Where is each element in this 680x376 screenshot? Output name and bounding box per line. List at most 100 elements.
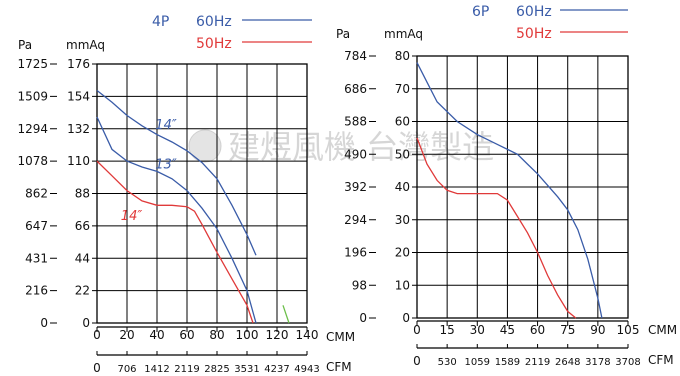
y-tick-label-pa: 588 <box>344 115 367 129</box>
x-tick-label-cfm: 0 <box>93 361 101 375</box>
y-tick-label-mmaq: 0 <box>402 311 410 325</box>
legend-4p: 4P 60Hz 50Hz <box>152 14 312 52</box>
x-tick-label-cfm: 3178 <box>585 357 610 368</box>
mmaq-unit: mmAq <box>66 38 105 52</box>
x-tick-label-cmm: 40 <box>149 328 164 342</box>
y-tick-label-mmaq: 44 <box>75 251 90 265</box>
y-tick-label-pa: 1294 <box>17 122 48 136</box>
y-tick-label-pa: 784 <box>344 49 367 63</box>
cfm-unit: CFM <box>648 353 674 367</box>
legend-4p-label: 4P <box>152 14 169 30</box>
y-tick-label-mmaq: 22 <box>75 284 90 298</box>
series-line <box>96 160 254 324</box>
x-tick-label-cfm: 4237 <box>264 364 289 375</box>
x-tick-label-cfm: 1059 <box>465 357 490 368</box>
cmm-unit: CMM <box>648 323 677 337</box>
y-tick-label-pa: 686 <box>344 82 367 96</box>
y-tick-label-pa: 862 <box>25 187 48 201</box>
series-line <box>96 116 257 324</box>
series-line <box>416 62 603 319</box>
y-tick-label-mmaq: 176 <box>67 57 90 71</box>
x-tick-label-cfm: 3708 <box>615 357 640 368</box>
x-tick-label-cmm: 60 <box>530 323 545 337</box>
watermark-logo-icon <box>188 129 222 163</box>
chart-6p: 6P 60Hz 50Hz Pa mmAq 0 0 10 98 20 196 30 294 40 3… <box>336 4 677 368</box>
series-line <box>96 89 257 256</box>
x-tick-label-cmm: 140 <box>296 328 319 342</box>
x-tick-label-cfm: 1412 <box>144 364 169 375</box>
x-tick-label-cmm: 60 <box>179 328 194 342</box>
x-tick-label-cfm: 530 <box>438 357 457 368</box>
plot-area-4p: 0022216444316664788862110107813212941541… <box>17 57 319 375</box>
x-tick-label-cmm: 20 <box>119 328 134 342</box>
x-tick-label-cfm: 706 <box>117 364 136 375</box>
y-tick-label-pa: 1509 <box>17 89 48 103</box>
curve-label: 14″ <box>155 118 177 133</box>
x-tick-label-cmm: 90 <box>590 323 605 337</box>
x-tick-label-cfm: 2119 <box>174 364 199 375</box>
y-tick-label-mmaq: 66 <box>75 219 90 233</box>
y-tick-label-pa: 392 <box>344 180 367 194</box>
y-tick-label-mmaq: 0 <box>82 316 90 330</box>
y-tick-label-mmaq: 132 <box>67 122 90 136</box>
watermark-text: 建煜風機 台灣製造 <box>228 128 494 166</box>
legend-50hz-label: 50Hz <box>196 36 232 52</box>
y-tick-label-pa: 216 <box>25 284 48 298</box>
cfm-unit: CFM <box>326 360 352 374</box>
legend-50hz-label: 50Hz <box>516 26 552 42</box>
x-tick-label-cfm: 0 <box>413 354 421 368</box>
x-tick-label-cfm: 4943 <box>294 364 319 375</box>
x-tick-label-cfm: 2825 <box>204 364 229 375</box>
pa-unit: Pa <box>336 27 350 41</box>
y-tick-label-mmaq: 40 <box>395 180 410 194</box>
y-tick-label-pa: 294 <box>344 213 367 227</box>
y-tick-label-mmaq: 88 <box>75 187 90 201</box>
cmm-unit: CMM <box>326 330 355 344</box>
x-tick-label-cmm: 30 <box>470 323 485 337</box>
x-tick-label-cmm: 75 <box>560 323 575 337</box>
series-line <box>416 137 577 319</box>
y-tick-label-mmaq: 10 <box>395 278 410 292</box>
y-tick-label-pa: 0 <box>359 311 367 325</box>
y-tick-label-pa: 98 <box>352 278 367 292</box>
x-tick-label-cmm: 45 <box>500 323 515 337</box>
x-tick-label-cfm: 2119 <box>525 357 550 368</box>
curve-label: 13″ <box>155 157 177 172</box>
x-tick-label-cmm: 100 <box>236 328 259 342</box>
chart-4p: 4P 60Hz 50Hz Pa mmAq 0022216444316664788… <box>17 14 355 375</box>
x-tick-label-cmm: 80 <box>209 328 224 342</box>
y-tick-label-pa: 196 <box>344 246 367 260</box>
series-line <box>282 305 290 324</box>
y-tick-label-pa: 0 <box>40 316 48 330</box>
y-tick-label-pa: 647 <box>25 219 48 233</box>
x-tick-label-cmm: 105 <box>617 323 640 337</box>
x-tick-label-cmm: 120 <box>266 328 289 342</box>
y-tick-label-pa: 1078 <box>17 154 48 168</box>
y-tick-label-mmaq: 110 <box>67 154 90 168</box>
y-tick-label-mmaq: 154 <box>67 89 90 103</box>
y-tick-label-mmaq: 30 <box>395 213 410 227</box>
y-tick-label-mmaq: 50 <box>395 147 410 161</box>
legend-6p: 6P 60Hz 50Hz <box>472 4 628 42</box>
pa-unit: Pa <box>18 38 32 52</box>
y-tick-label-mmaq: 20 <box>395 246 410 260</box>
x-tick-label-cmm: 0 <box>93 328 101 342</box>
legend-6p-label: 6P <box>472 4 489 20</box>
legend-60hz-label: 60Hz <box>196 14 232 30</box>
watermark: 建煜風機 台灣製造 <box>188 128 494 166</box>
y-tick-label-pa: 490 <box>344 147 367 161</box>
y-tick-label-mmaq: 70 <box>395 82 410 96</box>
mmaq-unit: mmAq <box>384 27 423 41</box>
x-tick-label-cfm: 1589 <box>495 357 520 368</box>
plot-area-6p: 0 0 10 98 20 196 30 294 40 392 50 490 60 588 70 686 80 78… <box>344 49 641 368</box>
x-tick-label-cmm: 15 <box>440 323 455 337</box>
curve-label: 14″ <box>121 209 143 224</box>
y-tick-label-pa: 1725 <box>17 57 48 71</box>
legend-60hz-label: 60Hz <box>516 4 552 20</box>
y-tick-label-mmaq: 60 <box>395 115 410 129</box>
y-tick-label-pa: 431 <box>25 251 48 265</box>
x-tick-label-cfm: 2648 <box>555 357 580 368</box>
x-tick-label-cfm: 3531 <box>234 364 259 375</box>
y-tick-label-mmaq: 80 <box>395 49 410 63</box>
